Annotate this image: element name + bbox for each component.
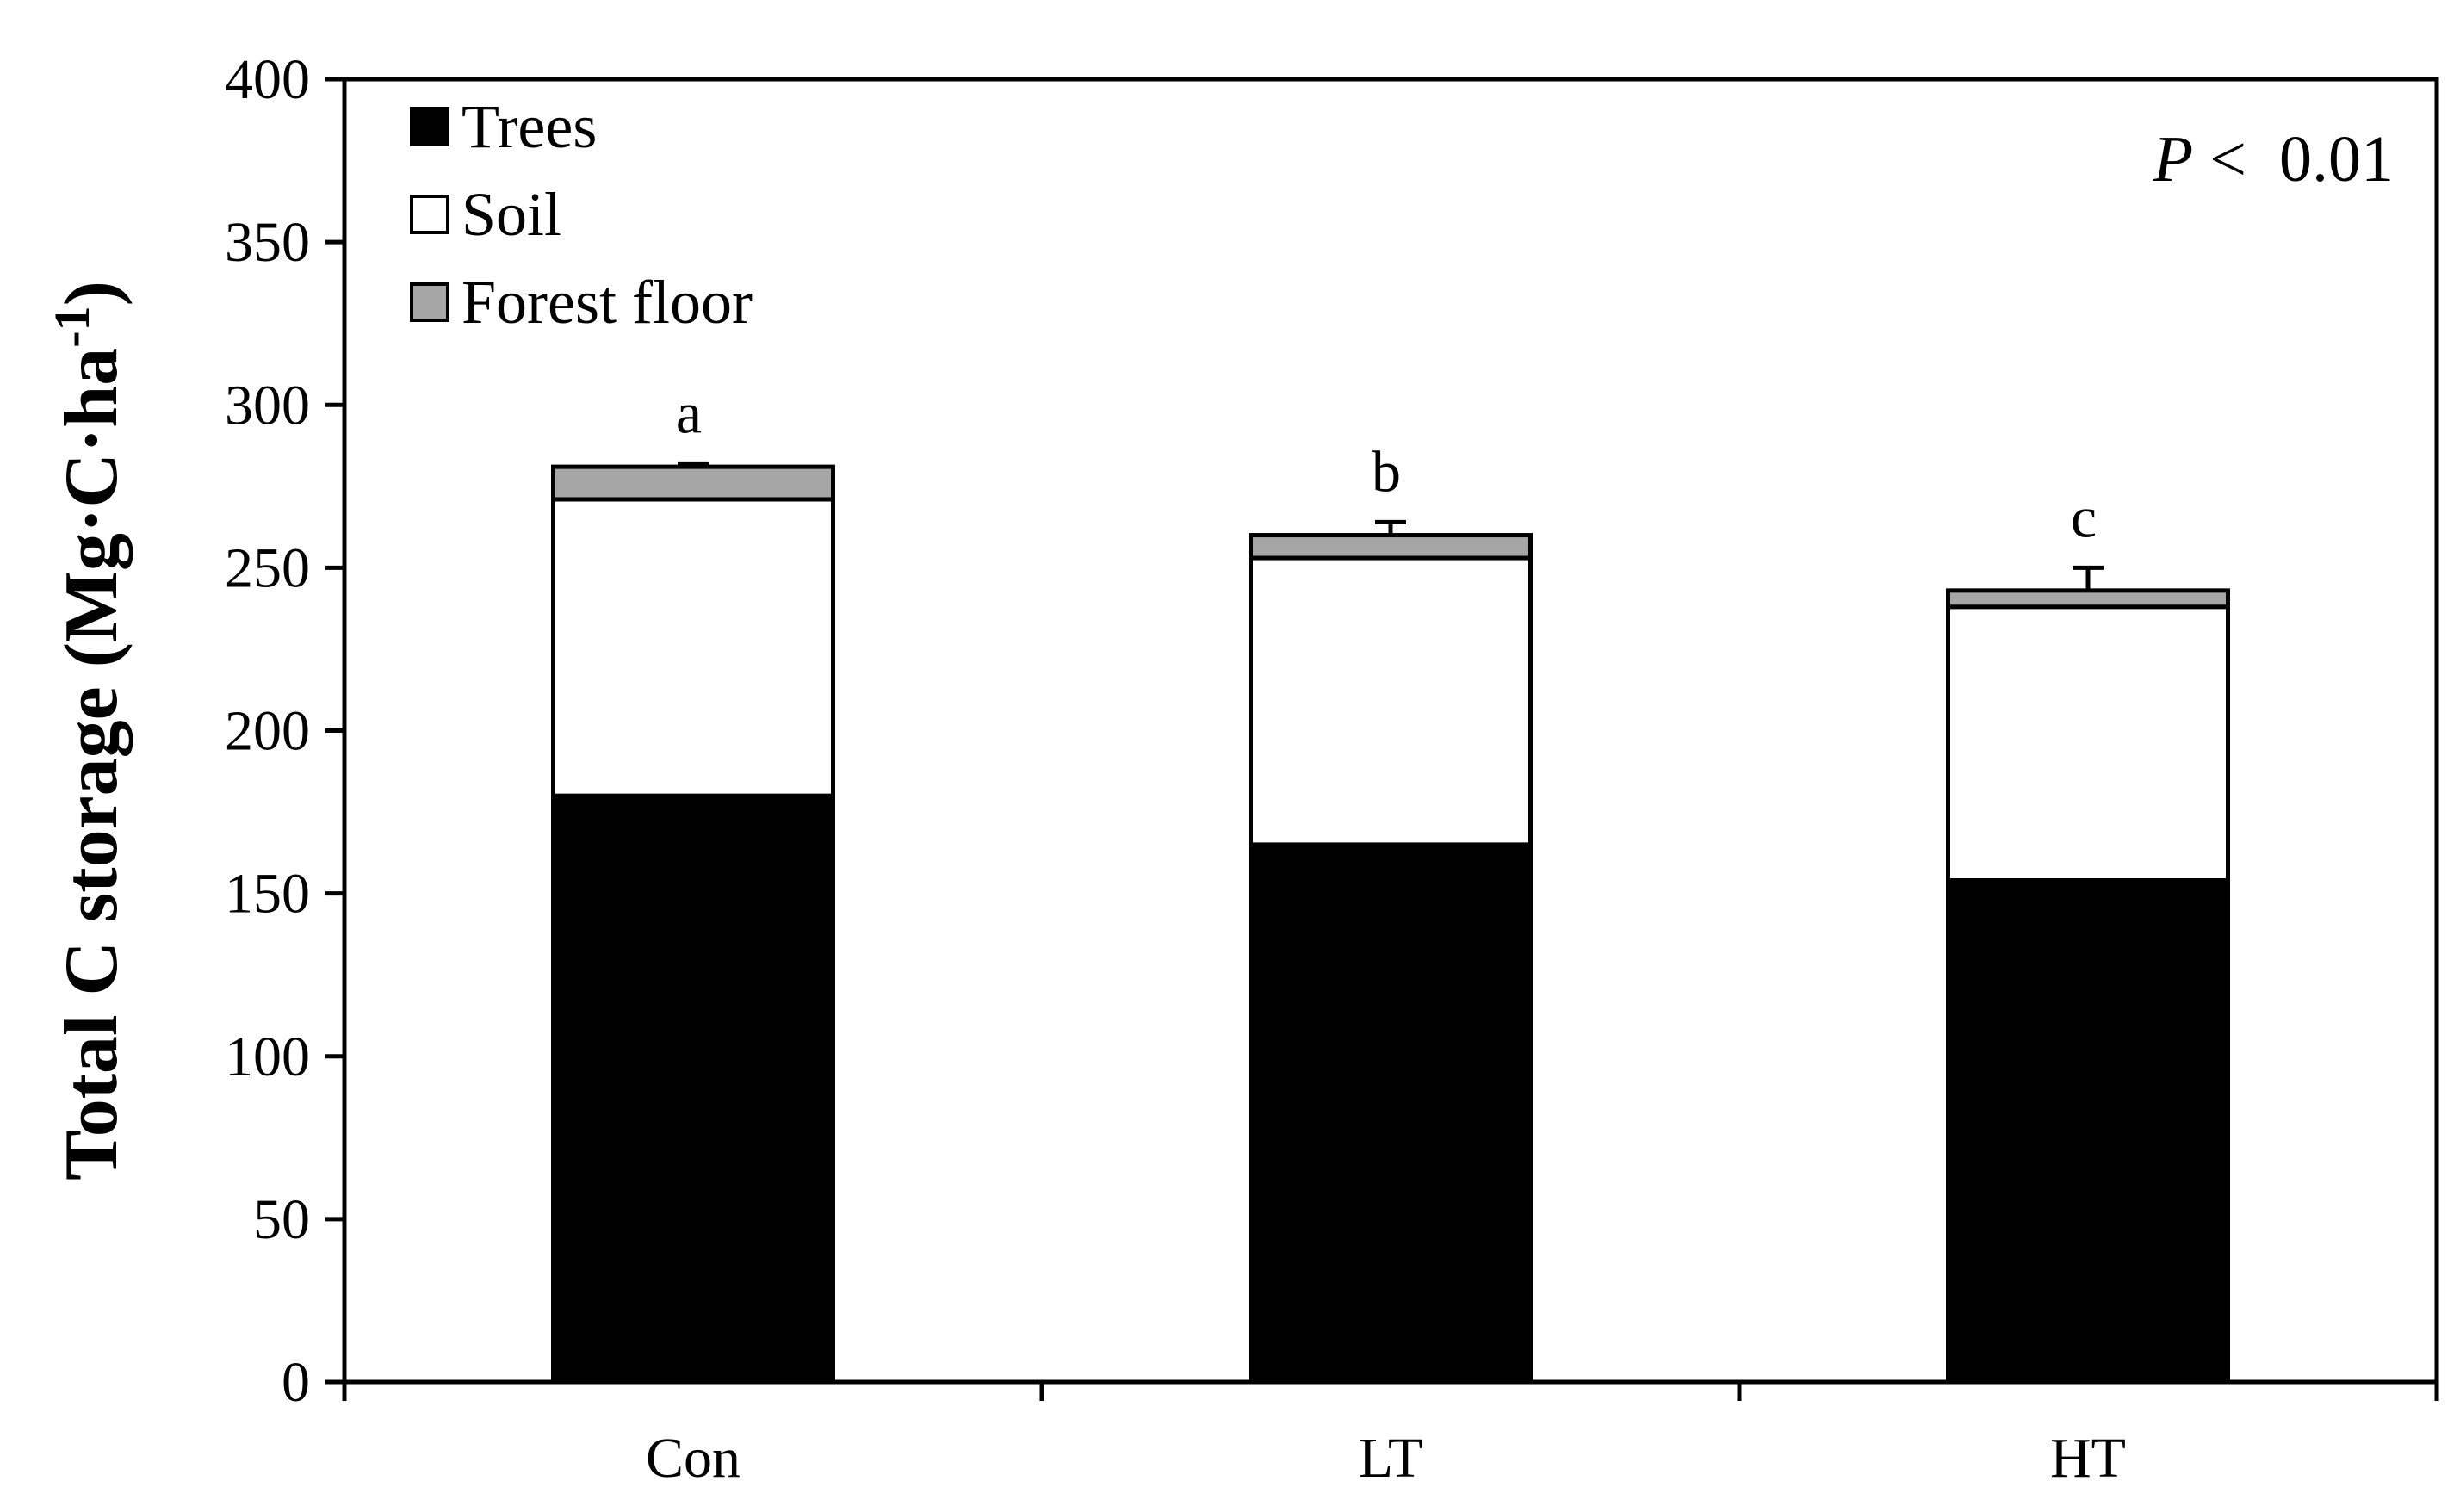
bar-segment-soil	[551, 497, 835, 798]
legend-swatch-trees	[410, 107, 449, 146]
y-tick-label: 100	[225, 1026, 310, 1088]
y-tick-label: 400	[225, 48, 310, 111]
y-tick-label: 50	[253, 1188, 310, 1251]
significance-letter: c	[2071, 484, 2097, 549]
y-tick-label: 350	[225, 211, 310, 274]
y-tick-label: 300	[225, 374, 310, 437]
bar-segment-forest-floor	[551, 464, 835, 502]
y-tick-label: 0	[282, 1351, 310, 1414]
legend-label: Forest floor	[462, 268, 753, 337]
legend: Trees Soil Forest floor	[410, 92, 753, 337]
x-tick-label: Con	[646, 1427, 740, 1490]
legend-swatch-forest-floor	[410, 282, 449, 322]
legend-label: Trees	[462, 92, 597, 161]
bar-segment-forest-floor	[1249, 533, 1533, 561]
p-value-annotation: P < 0.01	[2153, 123, 2394, 195]
bar-segment-trees	[1249, 842, 1533, 1385]
significance-letter: b	[1372, 438, 1401, 504]
significance-letter: a	[676, 380, 702, 445]
legend-swatch-soil	[410, 195, 449, 234]
bar-segment-trees	[551, 793, 835, 1385]
labels: a b c P < 0.01	[676, 123, 2394, 549]
legend-label: Soil	[462, 180, 561, 249]
bar-segment-trees	[1946, 877, 2230, 1385]
y-tick-label: 150	[225, 863, 310, 926]
bar-segment-soil	[1946, 604, 2230, 883]
bars	[551, 461, 2230, 1385]
bar-segment-forest-floor	[1946, 588, 2230, 610]
x-tick-label: LT	[1359, 1427, 1423, 1490]
y-axis-title: Total C storage (Mg·C·ha-1)	[44, 281, 133, 1180]
y-tick-label: 200	[225, 700, 310, 763]
bar-segment-soil	[1249, 555, 1533, 847]
y-tick-label: 250	[225, 536, 310, 599]
x-tick-label: HT	[2050, 1427, 2126, 1490]
